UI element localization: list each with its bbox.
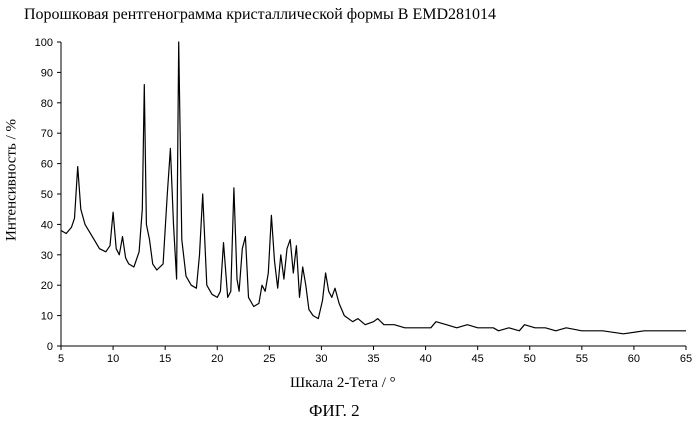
x-tick-label: 40 (419, 353, 431, 365)
y-tick-label: 10 (41, 311, 53, 323)
y-tick-label: 0 (47, 341, 53, 353)
x-tick-label: 55 (576, 353, 588, 365)
x-axis-label: Шкала 2-Тета / ° (290, 375, 396, 392)
y-tick-label: 30 (41, 250, 53, 262)
x-tick-label: 15 (159, 353, 171, 365)
x-tick-label: 50 (524, 353, 536, 365)
x-tick-label: 20 (211, 353, 223, 365)
x-tick-label: 5 (58, 353, 64, 365)
y-tick-label: 90 (41, 67, 53, 79)
x-tick-label: 65 (680, 353, 692, 365)
x-tick-label: 10 (107, 353, 119, 365)
figure-caption: ФИГ. 2 (309, 401, 360, 421)
y-tick-label: 20 (41, 280, 53, 292)
x-tick-label: 35 (367, 353, 379, 365)
x-tick-label: 60 (628, 353, 640, 365)
y-tick-label: 60 (41, 159, 53, 171)
y-axis-label: Интенсивность / % (4, 119, 21, 241)
series-line (61, 42, 686, 334)
x-tick-label: 25 (263, 353, 275, 365)
x-tick-label: 45 (472, 353, 484, 365)
y-tick-label: 40 (41, 219, 53, 231)
y-tick-label: 70 (41, 128, 53, 140)
y-tick-label: 50 (41, 189, 53, 201)
y-tick-label: 80 (41, 98, 53, 110)
x-tick-label: 30 (315, 353, 327, 365)
y-tick-label: 100 (35, 37, 53, 49)
